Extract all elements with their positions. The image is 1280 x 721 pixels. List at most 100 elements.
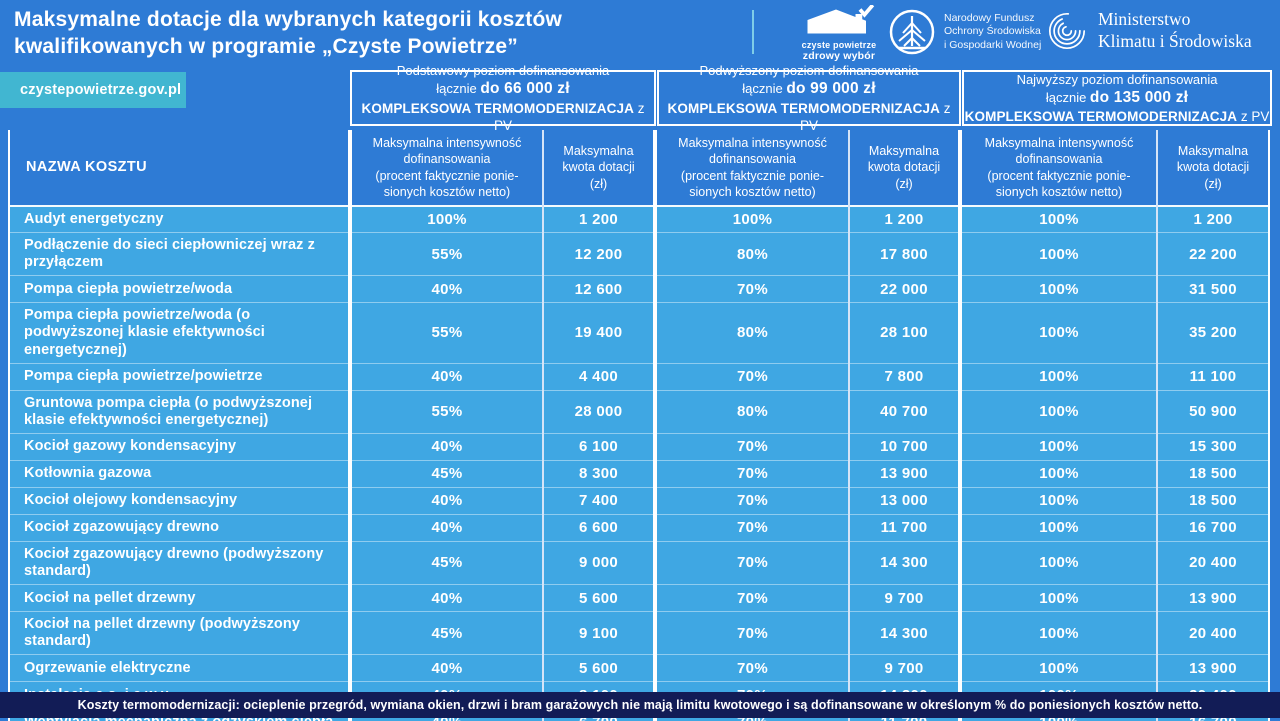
intensity-value-cell: 100% [962,513,1156,541]
column-divider [1156,486,1158,514]
column-divider [1156,389,1158,433]
level-increased-amount: łącznie do 99 000 zł [742,80,876,98]
column-divider [848,205,850,233]
czyste-powietrze-logo-line1: czyste powietrze [801,40,877,50]
column-divider [542,513,544,541]
intensity-value-cell: 45% [352,540,542,585]
intensity-value-cell: 45% [352,611,542,655]
intensity-value-cell: 70% [657,540,848,585]
column-gap [348,486,352,514]
column-gap [348,205,352,233]
page-title: Maksymalne dotacje dla wybranych kategor… [14,8,563,59]
intensity-value-cell: 55% [352,389,542,433]
header-bar: Maksymalne dotacje dla wybranych kategor… [0,0,1280,68]
cost-name-cell: Audyt energetyczny [10,205,348,233]
column-divider [542,362,544,390]
level-highest-amount: łącznie do 135 000 zł [1045,88,1189,106]
column-divider [848,654,850,682]
column-divider [542,584,544,612]
level-increased-name: Podwyższony poziom dofinansowania [699,62,919,78]
column-divider [1156,611,1158,655]
amount-value-cell: 18 500 [1158,459,1268,487]
column-divider [1156,540,1158,585]
amount-value-cell: 13 000 [850,486,958,514]
cost-name-cell: Kocioł na pellet drzewny (podwyższony st… [10,611,348,655]
column-divider [848,232,850,276]
column-divider [848,389,850,433]
amount-value-cell: 16 700 [1158,513,1268,541]
amount-value-cell: 8 300 [544,459,653,487]
level-highest-name: Najwyższy poziom dofinansowania [1016,71,1218,87]
ministry-logo-text: Ministerstwo Klimatu i Środowiska [1098,9,1252,51]
logo-divider [752,10,754,54]
column-gap [653,584,657,612]
column-gap [958,275,962,303]
cost-name-cell: Pompa ciepła powietrze/woda (o podwyższo… [10,302,348,363]
column-divider [542,275,544,303]
cost-name-cell: Kocioł na pellet drzewny [10,584,348,612]
amount-value-cell: 7 400 [544,486,653,514]
column-divider [1156,432,1158,460]
intensity-value-cell: 70% [657,432,848,460]
column-divider [1156,130,1158,205]
intensity-value-cell: 100% [962,540,1156,585]
column-divider [848,584,850,612]
amount-value-cell: 1 200 [850,205,958,233]
column-gap [653,389,657,433]
amount-value-cell: 6 100 [544,432,653,460]
amount-value-cell: 9 000 [544,540,653,585]
column-divider [1156,232,1158,276]
column-divider [542,611,544,655]
column-divider [542,540,544,585]
column-gap [348,513,352,541]
column-gap [348,540,352,585]
intensity-value-cell: 45% [352,459,542,487]
column-gap [653,611,657,655]
intensity-value-cell: 70% [657,275,848,303]
column-gap [653,486,657,514]
column-divider [542,205,544,233]
cost-name-cell: Kocioł gazowy kondensacyjny [10,432,348,460]
column-gap [348,302,352,363]
column-divider [542,302,544,363]
intensity-value-cell: 100% [962,584,1156,612]
intensity-value-cell: 70% [657,513,848,541]
column-divider [848,275,850,303]
level-increased-header: Podwyższony poziom dofinansowania łączni… [657,63,961,133]
intensity-value-cell: 70% [657,486,848,514]
column-gap [348,654,352,682]
level-basic-header: Podstawowy poziom dofinansowania łącznie… [350,63,656,133]
column-gap [348,611,352,655]
intensity-value-cell: 40% [352,513,542,541]
column-gap [653,275,657,303]
column-gap [653,302,657,363]
column-divider [1156,275,1158,303]
amount-value-cell: 4 400 [544,362,653,390]
amount-value-cell: 5 600 [544,654,653,682]
amount-value-cell: 28 100 [850,302,958,363]
amount-value-cell: 17 800 [850,232,958,276]
fingerprint-eagle-icon [1048,12,1086,49]
column-gap [348,362,352,390]
intensity-value-cell: 100% [962,459,1156,487]
intensity-value-cell: 70% [657,362,848,390]
column-divider [542,232,544,276]
intensity-value-cell: 70% [657,584,848,612]
amount-value-cell: 20 400 [1158,540,1268,585]
intensity-value-cell: 70% [657,611,848,655]
col-header-intensity-highest: Maksymalna intensywność dofinansowania (… [962,130,1156,205]
intensity-value-cell: 55% [352,302,542,363]
col-header-amount-increased: Maksymalna kwota dotacji (zł) [850,130,958,205]
column-gap [958,302,962,363]
column-gap [958,486,962,514]
column-gap [958,540,962,585]
column-gap [653,232,657,276]
intensity-value-cell: 70% [657,654,848,682]
column-gap [958,232,962,276]
intensity-value-cell: 40% [352,584,542,612]
intensity-value-cell: 40% [352,486,542,514]
czystepowietrze-gov-link[interactable]: czystepowietrze.gov.pl [0,72,186,108]
footer-note: Koszty termomodernizacji: ocieplenie prz… [0,692,1280,718]
amount-value-cell: 13 900 [1158,654,1268,682]
